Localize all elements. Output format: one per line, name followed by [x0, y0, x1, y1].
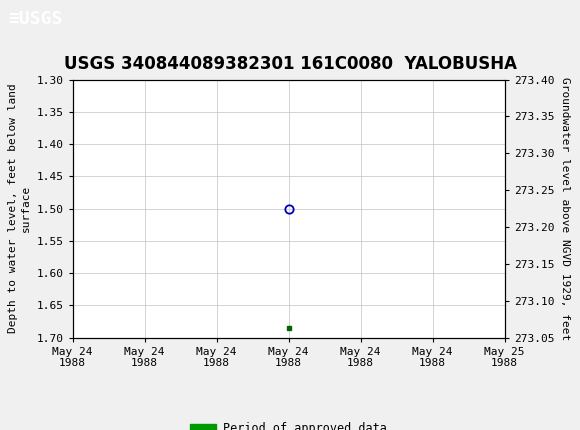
Y-axis label: Groundwater level above NGVD 1929, feet: Groundwater level above NGVD 1929, feet — [560, 77, 570, 340]
Legend: Period of approved data: Period of approved data — [186, 418, 392, 430]
Text: ≡USGS: ≡USGS — [9, 10, 63, 28]
Text: USGS 340844089382301 161C0080  YALOBUSHA: USGS 340844089382301 161C0080 YALOBUSHA — [63, 55, 517, 74]
Y-axis label: Depth to water level, feet below land
surface: Depth to water level, feet below land su… — [8, 84, 31, 333]
